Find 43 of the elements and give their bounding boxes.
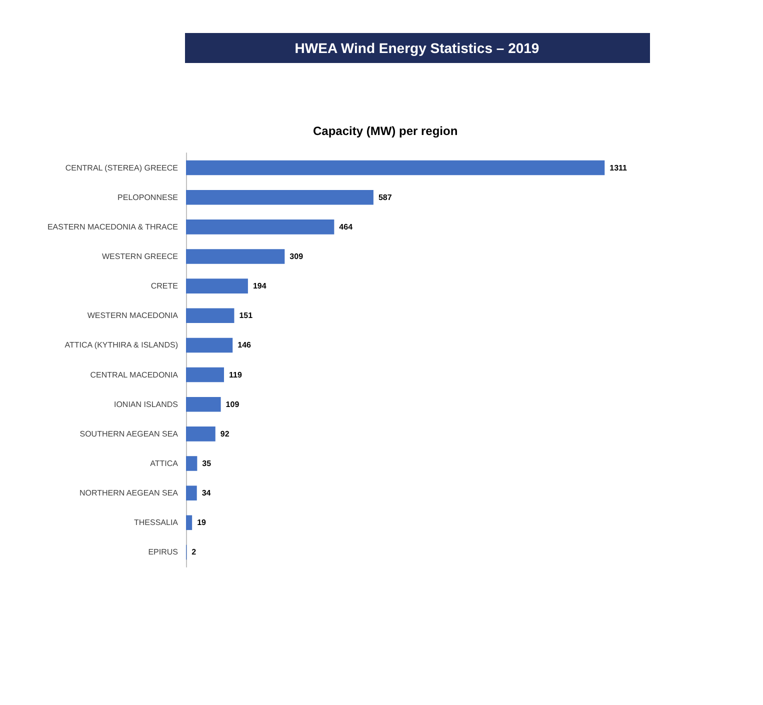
y-tick-label: EASTERN MACEDONIA & THRACE	[47, 222, 178, 232]
bar	[186, 308, 234, 324]
y-tick-label: PELOPONNESE	[118, 192, 178, 202]
data-label: 464	[339, 222, 354, 232]
data-label: 151	[239, 311, 254, 320]
chart-subtitle: Capacity (MW) per region	[313, 124, 458, 138]
y-tick-label: THESSALIA	[134, 518, 179, 528]
bar	[186, 367, 224, 382]
bar	[186, 220, 334, 234]
data-label: 146	[238, 340, 252, 350]
bar	[186, 456, 198, 471]
bar	[186, 338, 233, 353]
data-label: 1311	[610, 163, 628, 172]
bar	[186, 249, 285, 264]
y-tick-label: WESTERN MACEDONIA	[87, 311, 179, 320]
data-label: 194	[252, 282, 267, 291]
data-label: 34	[202, 488, 212, 498]
bar	[186, 426, 216, 442]
y-tick-label: NORTHERN AEGEAN SEA	[79, 488, 179, 498]
bar	[186, 515, 192, 530]
y-tick-label: EPIRUS	[148, 548, 178, 557]
y-tick-label: WESTERN GREECE	[102, 252, 178, 261]
y-tick-label: ATTICA (KYTHIRA & ISLANDS)	[64, 340, 178, 350]
data-label: 309	[290, 252, 304, 261]
data-label: 2	[192, 548, 197, 557]
data-label: 119	[229, 370, 242, 380]
bar	[186, 396, 221, 412]
y-tick-label: CRETE	[150, 282, 178, 291]
bar	[186, 160, 605, 176]
data-label: 109	[226, 400, 240, 409]
y-tick-label: IONIAN ISLANDS	[114, 400, 178, 409]
y-tick-label: ATTICA	[150, 459, 179, 468]
data-label: 19	[197, 518, 207, 528]
bar	[186, 486, 197, 500]
data-label: 587	[378, 192, 392, 202]
y-tick-label: CENTRAL (STEREA) GREECE	[65, 163, 178, 172]
y-tick-label: SOUTHERN AEGEAN SEA	[80, 429, 179, 438]
chart-title: HWEA Wind Energy Statistics – 2019	[294, 40, 540, 56]
data-label: 92	[220, 429, 230, 438]
bar	[186, 190, 374, 205]
y-tick-label: CENTRAL MACEDONIA	[90, 370, 179, 380]
bar	[186, 278, 248, 294]
data-label: 35	[202, 459, 212, 468]
